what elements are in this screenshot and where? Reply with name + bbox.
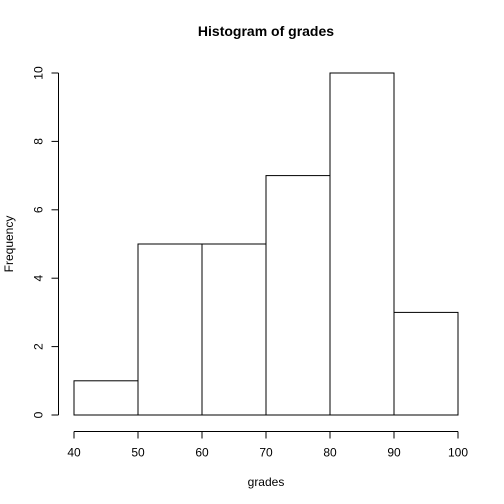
y-tick-label: 2: [32, 343, 46, 350]
x-tick-label: 70: [259, 446, 273, 460]
y-axis-label: Frequency: [2, 216, 16, 273]
histogram-bar-70-80: [265, 175, 331, 416]
x-tick-label: 80: [323, 446, 337, 460]
x-axis: 40 50 60 70 80 90 100: [67, 431, 468, 460]
histogram-bar-40-50: [73, 380, 139, 416]
x-tick-label: 100: [448, 446, 468, 460]
y-tick-label: 8: [32, 138, 46, 145]
x-tick-label: 40: [67, 446, 81, 460]
chart-title: Histogram of grades: [198, 23, 334, 39]
y-tick-label: 10: [32, 66, 46, 80]
histogram-bar-60-70: [201, 243, 267, 416]
histogram-bar-80-90: [329, 72, 395, 416]
bars-group: [73, 72, 459, 416]
y-axis: 0 2 4 6 8 10: [32, 66, 59, 418]
x-tick-label: 50: [131, 446, 145, 460]
y-tick-label: 0: [32, 411, 46, 418]
y-tick-label: 6: [32, 206, 46, 213]
x-axis-label: grades: [248, 475, 285, 489]
x-tick-label: 90: [387, 446, 401, 460]
histogram-bar-50-60: [137, 243, 203, 416]
y-tick-label: 4: [32, 275, 46, 282]
x-tick-label: 60: [195, 446, 209, 460]
histogram-bar-90-100: [393, 311, 459, 416]
